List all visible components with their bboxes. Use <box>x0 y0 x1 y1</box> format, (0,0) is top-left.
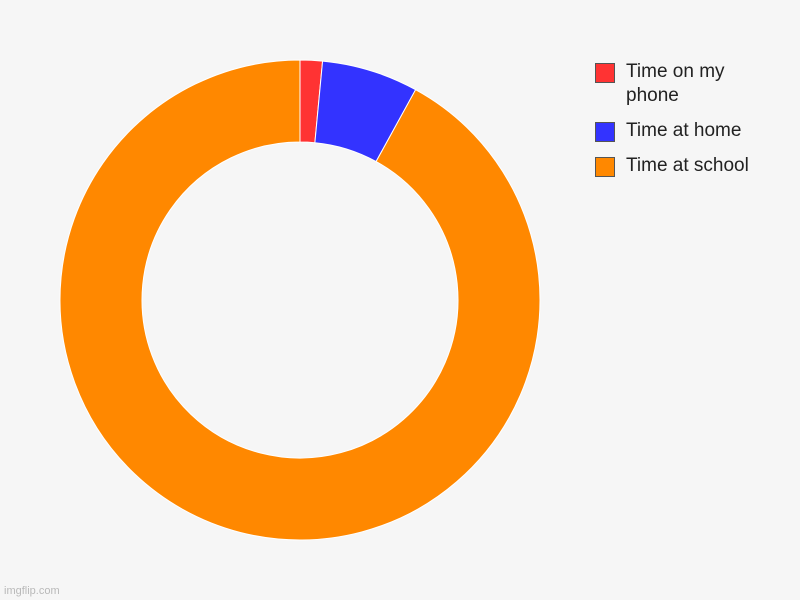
legend-label-phone: Time on my phone <box>626 61 725 106</box>
legend-label-home: Time at home <box>626 120 742 141</box>
legend-swatch-home <box>595 122 615 142</box>
legend-item-home: Time at home <box>595 119 795 143</box>
donut-slice-time-at-school <box>59 59 541 541</box>
legend-item-school: Time at school <box>595 154 795 178</box>
chart-legend: Time on my phone Time at home Time at sc… <box>595 60 795 189</box>
legend-swatch-school <box>595 157 615 177</box>
legend-item-phone: Time on my phone <box>595 60 795 108</box>
watermark: imgflip.com <box>4 585 60 597</box>
legend-label-school: Time at school <box>626 155 749 176</box>
legend-swatch-phone <box>595 63 615 83</box>
